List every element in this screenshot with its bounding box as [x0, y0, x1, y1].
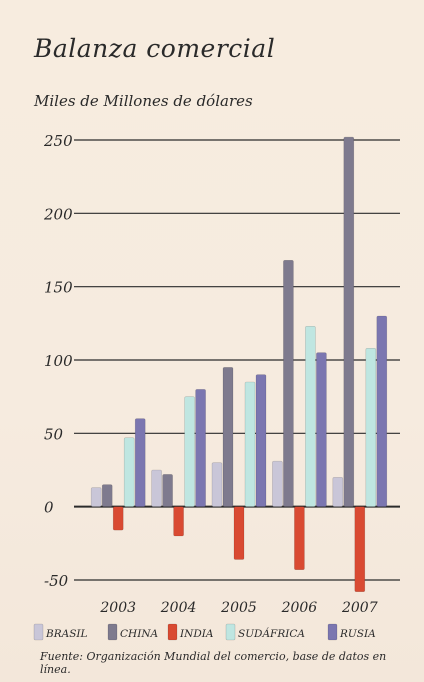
bar-china-2006	[283, 259, 294, 507]
bar-china-2004	[162, 474, 173, 507]
x-tick-label: 2004	[160, 600, 197, 616]
bar-india-2006	[294, 506, 305, 571]
bar-china-2003	[101, 484, 113, 507]
x-tick-label: 2005	[220, 600, 257, 616]
bar-india-2003	[112, 506, 124, 531]
bar-sudáfrica-2006	[305, 325, 316, 507]
y-tick-label: 0	[44, 499, 54, 517]
legend-swatch-sudáfrica	[225, 623, 236, 641]
bar-rusia-2007	[376, 315, 388, 507]
y-tick-label: 250	[43, 132, 73, 150]
legend-swatch-india	[167, 623, 178, 641]
bar-rusia-2004	[195, 389, 206, 507]
bar-sudáfrica-2007	[365, 347, 377, 507]
legend-swatch-brasil	[33, 623, 44, 641]
legend-label-india: INDIA	[179, 628, 214, 640]
bar-sudáfrica-2005	[244, 381, 256, 507]
y-tick-label: 100	[44, 352, 73, 370]
legend-label-china: CHINA	[120, 628, 159, 640]
legend-label-brasil: BRASIL	[45, 628, 88, 640]
y-tick-label: 150	[44, 279, 73, 297]
legend: BRASIL CHINA INDIA SUDÁFRICA RUSIA	[33, 623, 376, 641]
bar-brasil-2005	[211, 462, 223, 507]
x-tick-label: 2007	[341, 600, 378, 616]
bars	[90, 136, 388, 593]
source-note: Fuente: Organización Mundial del comerci…	[40, 650, 387, 676]
bar-india-2004	[173, 506, 184, 537]
bar-sudáfrica-2004	[184, 396, 195, 507]
bar-china-2007	[343, 136, 355, 507]
bar-rusia-2005	[255, 374, 267, 507]
bar-rusia-2006	[316, 352, 327, 507]
bar-rusia-2003	[134, 418, 146, 507]
chart-title: Balanza comercial	[34, 34, 276, 63]
bar-china-2005	[222, 367, 234, 507]
legend-swatch-rusia	[327, 623, 338, 641]
bar-brasil-2006	[272, 460, 283, 507]
y-tick-label: -50	[44, 572, 69, 590]
legend-label-sudáfrica: SUDÁFRICA	[238, 626, 305, 640]
bar-brasil-2003	[90, 487, 102, 507]
x-tick-labels: 2003 2004 2005 2006 2007	[99, 600, 377, 616]
y-tick-labels: 250 200 150 100 50 0 -50	[43, 132, 73, 590]
bar-brasil-2004	[151, 469, 162, 507]
legend-swatch-china	[107, 623, 118, 641]
bar-sudáfrica-2003	[123, 437, 135, 507]
y-tick-label: 50	[44, 425, 64, 443]
y-tick-label: 200	[43, 205, 73, 223]
bar-brasil-2007	[332, 477, 344, 507]
bar-india-2007	[354, 506, 366, 593]
x-tick-label: 2003	[99, 600, 136, 616]
x-tick-label: 2006	[281, 600, 318, 616]
y-axis-label: Miles de Millones de dólares	[34, 92, 253, 110]
bar-india-2005	[233, 506, 245, 560]
legend-label-rusia: RUSIA	[339, 628, 376, 640]
